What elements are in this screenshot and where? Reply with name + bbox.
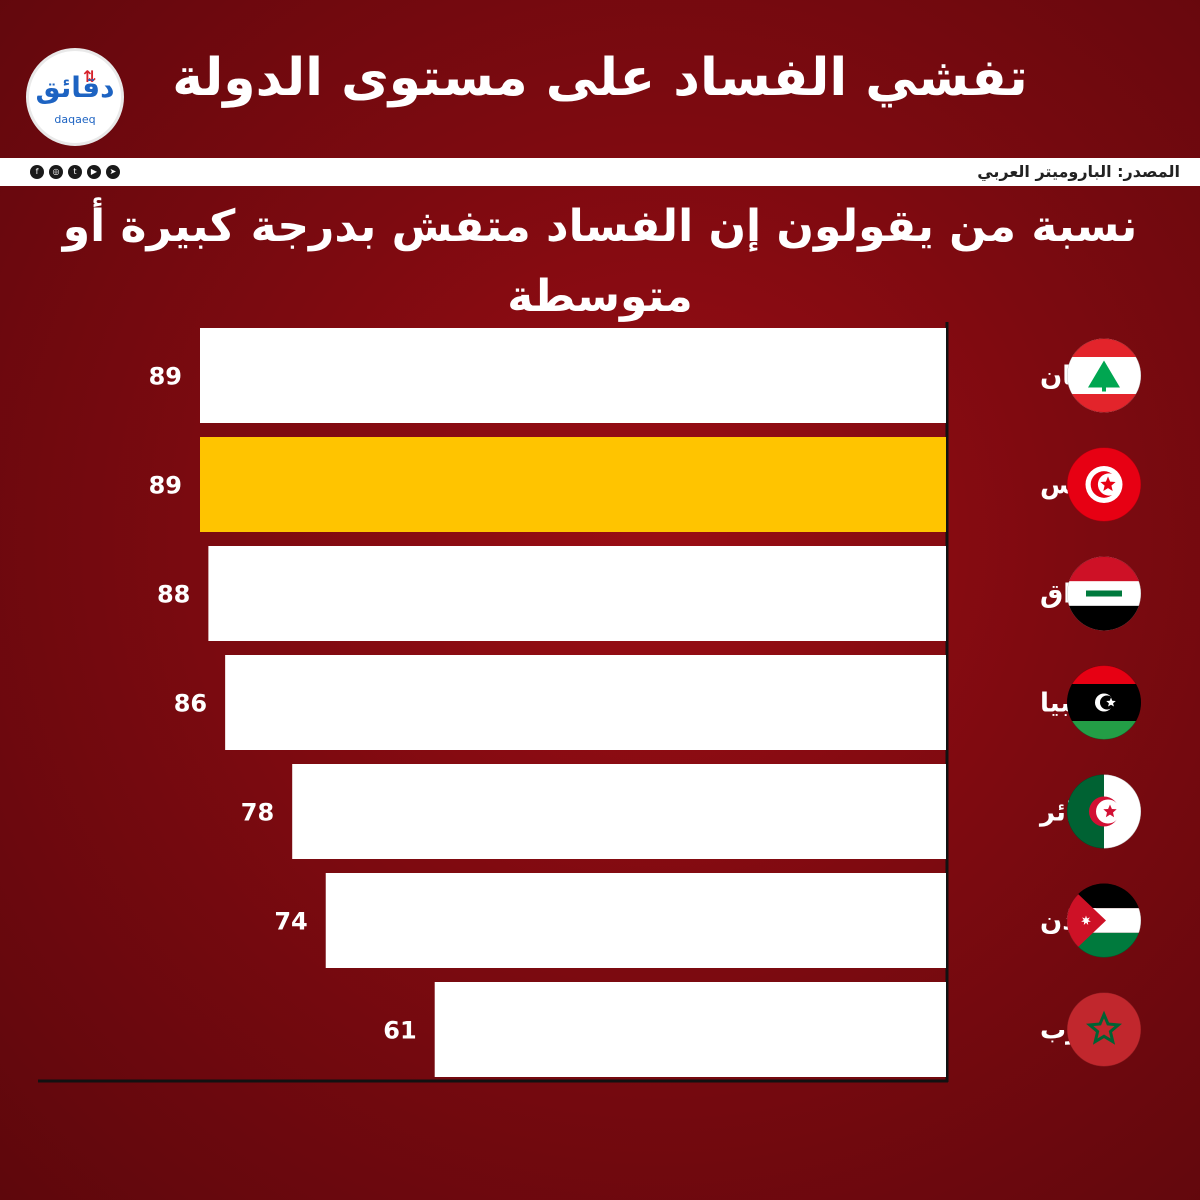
bar [200,328,946,423]
value-label: 86 [174,690,207,718]
twitter-icon[interactable]: t [68,165,82,179]
bar [325,873,946,968]
value-label: 89 [149,472,182,500]
value-label: 74 [274,908,307,936]
social-icons: f ◎ t ▶ ➤ [30,165,120,179]
logo-arabic-text: دقائق [35,71,115,104]
daqaeq-logo: ⇅ دقائق daqaeq [26,48,124,146]
bar [200,437,946,532]
bar [434,982,946,1077]
page-title: تفشي الفساد على مستوى الدولة [172,48,1028,108]
value-label: 78 [241,799,274,827]
youtube-icon[interactable]: ▶ [87,165,101,179]
iraq-flag-icon [1067,556,1141,631]
logo-arrow-icon: ⇅ [83,67,97,86]
jordan-flag-icon [1067,883,1141,958]
source-text: المصدر: البارومیتر العربي [977,162,1180,181]
value-label: 88 [157,581,190,609]
bar [225,655,947,750]
facebook-icon[interactable]: f [30,165,44,179]
bar [292,764,946,859]
value-label: 89 [149,363,182,391]
libya-flag-icon [1067,665,1141,740]
tunisia-flag-icon [1067,447,1141,522]
morocco-flag-icon [1067,992,1141,1067]
algeria-flag-icon [1067,774,1141,849]
logo-latin-text: daqaeq [54,113,96,126]
lebanon-flag-icon [1067,338,1141,413]
bar [208,546,946,641]
chart-title: نسبة من يقولون إن الفساد متفش بدرجة كبير… [62,201,1138,322]
value-label: 61 [383,1017,416,1045]
telegram-icon[interactable]: ➤ [106,165,120,179]
instagram-icon[interactable]: ◎ [49,165,63,179]
source-bar: f ◎ t ▶ ➤ المصدر: البارومیتر العربي [0,158,1200,186]
